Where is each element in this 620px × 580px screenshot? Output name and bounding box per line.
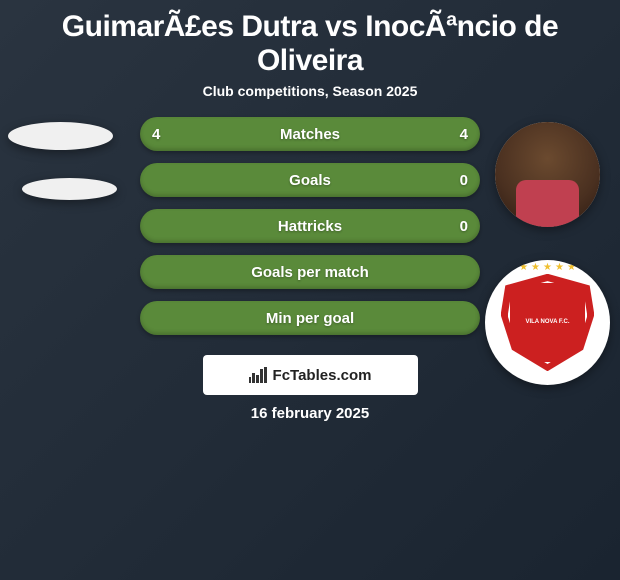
avatar-right-team: ★ ★ ★ ★ ★ VILA NOVA F.C. xyxy=(485,260,610,385)
stat-right-value: 0 xyxy=(460,172,468,189)
player-face-icon xyxy=(495,122,600,227)
team-badge-icon: ★ ★ ★ ★ ★ VILA NOVA F.C. xyxy=(485,260,610,385)
stat-label: Min per goal xyxy=(266,310,354,327)
watermark-text: FcTables.com xyxy=(273,367,372,384)
stat-row-goals: Goals 0 xyxy=(140,163,480,197)
stat-row-min-per-goal: Min per goal xyxy=(140,301,480,335)
stat-row-hattricks: Hattricks 0 xyxy=(140,209,480,243)
stat-label: Goals per match xyxy=(251,264,369,281)
date-label: 16 february 2025 xyxy=(0,405,620,422)
stat-row-matches: 4 Matches 4 xyxy=(140,117,480,151)
page-subtitle: Club competitions, Season 2025 xyxy=(0,83,620,99)
avatar-right-player xyxy=(495,122,600,227)
stat-right-value: 0 xyxy=(460,218,468,235)
watermark: FcTables.com xyxy=(203,355,418,395)
chart-icon xyxy=(249,367,267,383)
avatar-left-team xyxy=(22,178,117,200)
stat-right-value: 4 xyxy=(460,126,468,143)
stat-label: Matches xyxy=(280,126,340,143)
stat-label: Hattricks xyxy=(278,218,342,235)
page-title: GuimarÃ£es Dutra vs InocÃªncio de Olivei… xyxy=(0,0,620,83)
stat-left-value: 4 xyxy=(152,126,160,143)
stat-label: Goals xyxy=(289,172,331,189)
stat-row-goals-per-match: Goals per match xyxy=(140,255,480,289)
avatar-left-player xyxy=(8,122,113,150)
badge-text: VILA NOVA F.C. xyxy=(525,319,569,326)
